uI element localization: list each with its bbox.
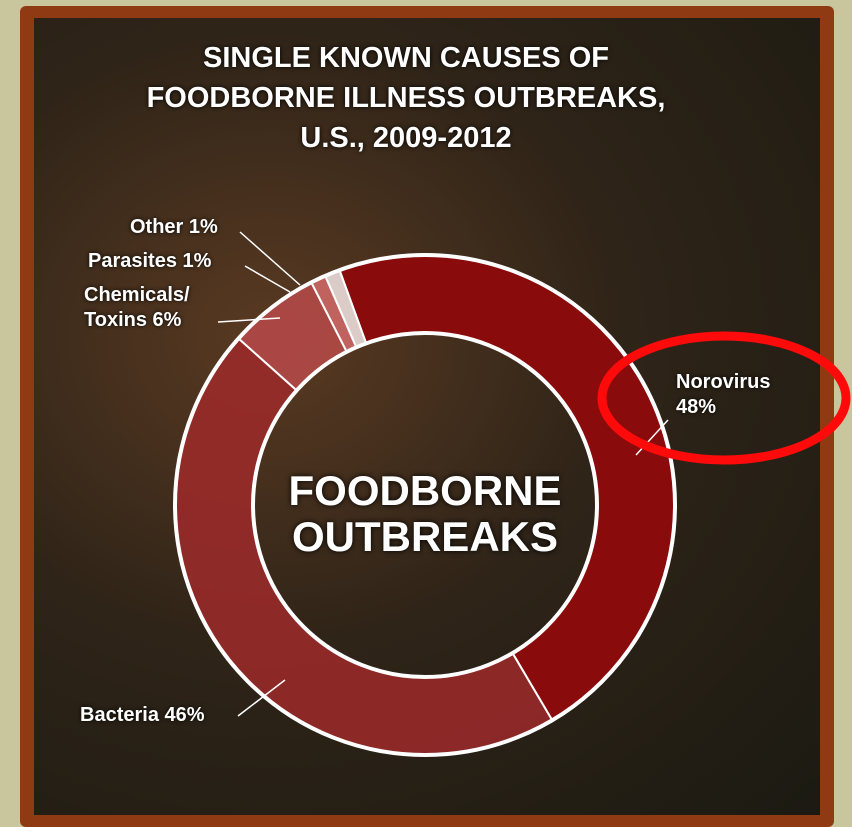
slice-label: Chemicals/ Toxins 6% — [84, 283, 224, 333]
category-label: Other — [130, 216, 184, 238]
value-label: 1% — [188, 216, 218, 238]
slice-label: Parasites 1% — [88, 249, 211, 274]
value-label: 6% — [152, 309, 182, 331]
category-label: Norovirus — [676, 371, 771, 393]
value-label: 1% — [182, 250, 212, 272]
value-label: 48% — [676, 396, 717, 418]
category-label: Parasites — [88, 250, 177, 272]
slice-label: Other 1% — [130, 215, 218, 240]
slice-label: Bacteria 46% — [80, 703, 205, 728]
category-label: Chemicals/ Toxins — [84, 284, 190, 331]
highlight-ellipse — [597, 331, 851, 465]
center-label: FOODBORNE OUTBREAKS — [288, 467, 562, 560]
value-label: 46% — [164, 704, 205, 726]
leader-lines — [217, 231, 669, 717]
chart-title: SINGLE KNOWN CAUSES OF FOODBORNE ILLNESS… — [146, 42, 666, 154]
outer-ring — [173, 253, 677, 757]
category-label: Bacteria — [80, 704, 159, 726]
slice-label: Norovirus 48% — [676, 370, 786, 420]
inner-ring — [251, 331, 599, 679]
